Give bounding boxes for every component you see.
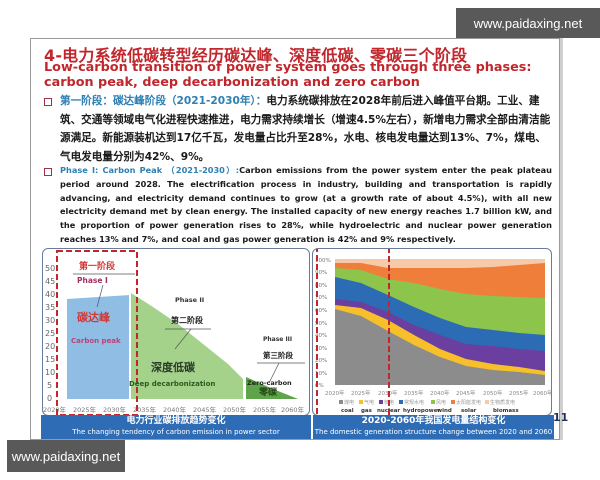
phase3-name-en: Zero-carbon <box>247 379 292 387</box>
carbon-emission-plot: 0 5 10 15 20 25 30 35 40 45 50 2020年 202… <box>43 250 305 416</box>
legend-hydro-cn: 常规水电 <box>404 399 424 406</box>
x-tick: 2020年 <box>43 405 67 414</box>
x-tick: 2035年 <box>133 405 157 414</box>
x-tick: 2055年 <box>253 405 277 414</box>
legend-coal-cn: 煤电 <box>344 399 354 406</box>
x-tick: 2055年 <box>509 389 529 397</box>
legend-biomass-en: biomass <box>493 408 519 414</box>
phase2-en-label: Phase II <box>175 296 204 304</box>
x-tick: 2045年 <box>193 405 217 414</box>
watermark-bottom: www.paidaxing.net <box>7 440 125 472</box>
y-tick: 30 <box>45 316 55 325</box>
x-tick: 2030年 <box>103 405 127 414</box>
y-tick: 50 <box>45 264 55 273</box>
legend-hydro-en: hydropower <box>403 408 440 414</box>
carbon-emission-chart: 0 5 10 15 20 25 30 35 40 45 50 2020年 202… <box>42 248 310 416</box>
phase1-en-label: Phase I <box>77 276 108 285</box>
x-tick: 2045年 <box>456 389 476 397</box>
paragraph-en: Phase I: Carbon Peak （2021-2030）:Carbon … <box>60 164 552 247</box>
x-tick: 2040年 <box>163 405 187 414</box>
phase2-cn-label: 第二阶段 <box>171 315 203 325</box>
title-en-line1: Low-carbon transition of power system go… <box>44 60 532 75</box>
y-tick: 10 <box>45 368 55 377</box>
y-tick: 0 <box>47 394 52 403</box>
y-tick: 45 <box>45 277 55 286</box>
legend-gas-cn: 气电 <box>364 399 374 406</box>
x-tick: 2060年 <box>533 389 553 397</box>
slide-title-en: Low-carbon transition of power system go… <box>44 60 532 90</box>
phase3-name-cn: 零碳 <box>258 386 278 398</box>
y-tick: 10% <box>315 371 327 377</box>
phase1-heading-cn: 第一阶段：碳达峰阶段（2021-2030年）： <box>60 95 267 107</box>
y-tick: 80% <box>315 283 327 289</box>
y-tick: 90% <box>315 270 327 276</box>
y-tick: 0% <box>315 383 324 389</box>
x-tick: 2040年 <box>430 389 450 397</box>
y-tick: 100% <box>315 258 331 264</box>
right-caption-en: The domestic generation structure change… <box>314 428 553 436</box>
x-tick: 2030年 <box>378 389 398 397</box>
generation-structure-chart: 0% 10% 20% 30% 40% 50% 60% 70% 80% 90% 1… <box>312 246 553 417</box>
y-tick: 20% <box>315 358 327 364</box>
x-tick: 2025年 <box>351 389 371 397</box>
y-tick: 15 <box>45 355 55 364</box>
phase1-cn-label: 第一阶段 <box>79 260 116 272</box>
slide-edge <box>560 38 563 440</box>
bullet-square-icon <box>44 168 52 176</box>
legend-biomass-cn: 生物质发电 <box>490 399 515 406</box>
title-en-line2: carbon peak, deep decarbonization and ze… <box>44 75 420 90</box>
y-tick: 30% <box>315 346 327 352</box>
page-number: 11 <box>553 411 569 424</box>
legend-wind-cn: 风电 <box>436 399 446 406</box>
phase1-body-cn: 电力系统碳排放在2028年前后进入峰值平台期。工业、建筑、交通等领域电气化进程快… <box>60 95 551 163</box>
left-caption-en: The changing tendency of carbon emission… <box>72 428 280 436</box>
legend-gas-en: gas <box>361 408 373 414</box>
x-tick: 2025年 <box>73 405 97 414</box>
legend-solar-cn: 太阳能发电 <box>456 399 481 406</box>
left-caption-cn: 电力行业碳排放趋势变化 <box>126 416 226 426</box>
y-tick: 50% <box>315 321 327 327</box>
phase2-name-cn: 深度低碳 <box>151 360 196 374</box>
y-tick: 70% <box>315 295 327 301</box>
phase3-cn-label: 第三阶段 <box>263 350 293 360</box>
x-tick: 2050年 <box>223 405 247 414</box>
x-tick: 2020年 <box>325 389 345 397</box>
y-tick: 60% <box>315 308 327 314</box>
legend-wind-en: wind <box>437 408 452 414</box>
y-tick: 20 <box>45 342 55 351</box>
y-tick: 40% <box>315 333 327 339</box>
phase1-heading-en: Phase I: Carbon Peak （2021-2030）: <box>60 165 240 175</box>
paragraph-cn: 第一阶段：碳达峰阶段（2021-2030年）：电力系统碳排放在2028年前后进入… <box>60 92 552 166</box>
y-tick: 35 <box>45 303 55 312</box>
x-tick: 2050年 <box>483 389 503 397</box>
right-chart-caption: 2020-2060年我国发电量结构变化 The domestic generat… <box>313 415 554 439</box>
x-tick: 2035年 <box>404 389 424 397</box>
generation-structure-plot: 0% 10% 20% 30% 40% 50% 60% 70% 80% 90% 1… <box>315 246 553 417</box>
phase1-body-en: Carbon emissions from the power system e… <box>60 165 552 244</box>
y-tick: 40 <box>45 290 55 299</box>
y-tick: 25 <box>45 329 55 338</box>
legend-solar-en: solar <box>461 408 477 414</box>
phase1-name-en: Carbon peak <box>71 337 121 345</box>
phase2-name-en: Deep decarbonization <box>129 380 215 388</box>
y-tick: 5 <box>47 381 52 390</box>
x-tick: 2060年 <box>281 405 305 414</box>
slide-title-cn: 4-电力系统低碳转型经历碳达峰、深度低碳、零碳三个阶段 <box>44 46 468 65</box>
right-caption-cn: 2020-2060年我国发电量结构变化 <box>361 416 506 426</box>
phase1-name-cn: 碳达峰 <box>77 310 111 324</box>
watermark-top: www.paidaxing.net <box>456 8 600 38</box>
left-chart-caption: 电力行业碳排放趋势变化 The changing tendency of car… <box>41 415 311 439</box>
legend-coal-en: coal <box>341 408 354 414</box>
phase3-en-label: Phase III <box>263 336 292 343</box>
bullet-square-icon <box>44 98 52 106</box>
